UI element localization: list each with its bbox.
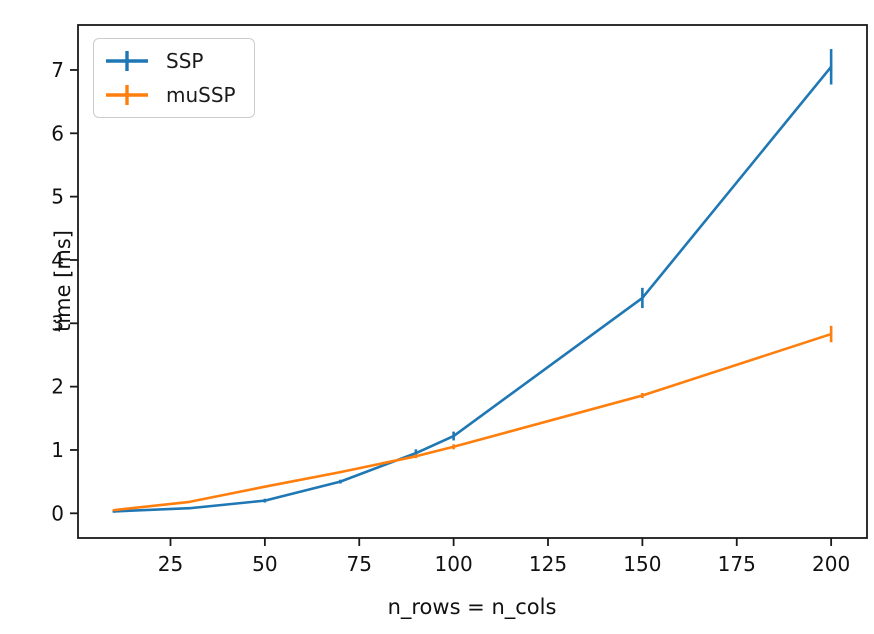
errorbar-symbol-icon [106, 84, 148, 105]
x-tick-label: 50 [252, 552, 277, 576]
series-line-ssp [112, 65, 833, 513]
y-tick-label: 1 [51, 438, 64, 462]
y-tick-label: 4 [51, 248, 64, 272]
x-axis-label: n_rows = n_cols [387, 595, 557, 619]
y-tick-label: 5 [51, 185, 64, 209]
y-tick-label: 0 [51, 501, 64, 525]
y-tick-label: 2 [51, 375, 64, 399]
series-line-mussp [112, 332, 833, 512]
y-tick-label: 3 [51, 311, 64, 335]
x-tick-label: 150 [623, 552, 661, 576]
legend-item-ssp: SSP [94, 48, 254, 74]
legend-label-ssp: SSP [166, 49, 204, 74]
legend: SSP muSSP [93, 38, 255, 118]
x-axis-label-wrap: n_rows = n_cols [0, 595, 874, 619]
legend-item-mussp: muSSP [94, 82, 254, 108]
x-tick-label: 125 [529, 552, 567, 576]
plot-spines [77, 24, 868, 539]
x-tick-label: 200 [812, 552, 850, 576]
x-tick-label: 75 [347, 552, 372, 576]
y-tick-label: 7 [51, 58, 64, 82]
y-tick-label: 6 [51, 121, 64, 145]
x-tick-label: 175 [718, 552, 756, 576]
x-tick-label: 100 [435, 552, 473, 576]
x-tick-label: 25 [158, 552, 183, 576]
errorbar-symbol-icon [106, 51, 148, 72]
legend-label-mussp: muSSP [166, 82, 236, 107]
y-axis-label: time [ms] [50, 230, 75, 332]
